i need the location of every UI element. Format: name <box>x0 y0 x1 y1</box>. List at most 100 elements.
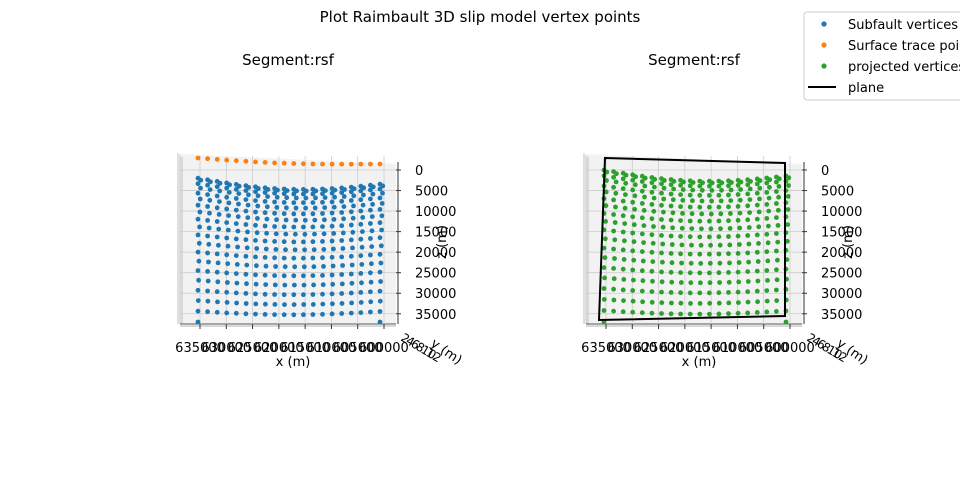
projected-vertex-point <box>726 183 731 189</box>
z-tick-label: 5000 <box>415 185 448 200</box>
projected-vertex-point <box>687 251 693 257</box>
projected-vertex-point <box>754 288 760 294</box>
subfault-vertex-point <box>244 262 250 268</box>
projected-vertex-point <box>747 186 753 192</box>
projected-vertex-point <box>736 260 742 265</box>
projected-vertex-point <box>621 257 627 262</box>
subfault-vertex-point <box>377 298 383 304</box>
subfault-vertex-point <box>320 255 325 261</box>
subfault-vertex-point <box>262 190 268 196</box>
subfault-vertex-point <box>205 298 211 304</box>
subfault-vertex-point <box>205 269 211 274</box>
subfault-vertex-point <box>329 238 335 244</box>
projected-vertex-point <box>726 192 731 198</box>
subfault-vertex-point <box>340 263 345 268</box>
subfault-vertex-point <box>272 239 277 244</box>
subfault-vertex-point <box>207 197 213 203</box>
projected-vertex-point <box>745 299 751 305</box>
subfault-vertex-point <box>243 253 249 259</box>
subfault-vertex-point <box>216 212 222 217</box>
projected-vertex-point <box>774 179 779 185</box>
subfault-vertex-point <box>350 215 356 221</box>
surface-trace-point <box>272 160 277 166</box>
subfault-vertex-point <box>359 244 365 250</box>
subfault-vertex-point <box>253 198 258 204</box>
subfault-vertex-point <box>303 188 309 194</box>
subfault-vertex-point <box>281 312 287 318</box>
projected-vertex-point <box>754 202 760 208</box>
projected-vertex-point <box>707 260 713 266</box>
subfault-vertex-point <box>302 247 307 253</box>
projected-vertex-point <box>641 223 647 229</box>
projected-vertex-point <box>756 224 762 230</box>
projected-vertex-point <box>735 289 741 295</box>
subfault-vertex-point <box>351 203 356 209</box>
subfault-vertex-point <box>331 204 337 210</box>
subfault-vertex-point <box>227 182 233 188</box>
figure-title: Plot Raimbault 3D slip model vertex poin… <box>320 8 641 26</box>
subfault-vertex-point <box>233 236 239 242</box>
subfault-vertex-point <box>291 191 297 197</box>
subfault-vertex-point <box>262 238 268 244</box>
projected-vertex-point <box>690 198 695 204</box>
subfault-vertex-point <box>310 211 316 217</box>
subfault-vertex-point <box>368 299 374 305</box>
subfault-vertex-point <box>195 268 201 273</box>
projected-vertex-point <box>630 230 636 236</box>
subfault-vertex-point <box>380 190 385 196</box>
projected-vertex-point <box>614 171 619 177</box>
subfault-vertex-point <box>255 203 261 209</box>
projected-vertex-point <box>639 188 645 194</box>
surface-trace-point <box>243 158 249 164</box>
projected-vertex-point <box>649 268 655 274</box>
projected-vertex-point <box>747 210 752 216</box>
projected-vertex-point <box>746 241 752 247</box>
projected-vertex-point <box>707 218 712 224</box>
subfault-vertex-point <box>214 234 220 240</box>
subfault-vertex-point <box>195 202 201 208</box>
subfault-vertex-point <box>377 195 383 201</box>
projected-vertex-point <box>630 187 636 193</box>
projected-vertex-point <box>630 298 636 304</box>
projected-vertex-point <box>622 221 628 227</box>
subfault-vertex-point <box>214 193 220 199</box>
subfault-vertex-point <box>359 280 364 286</box>
projected-vertex-point <box>611 308 616 314</box>
subfault-vertex-point <box>369 244 375 250</box>
subfault-vertex-point <box>293 205 299 211</box>
surface-trace-point <box>310 161 316 167</box>
surface-trace-point <box>224 157 230 163</box>
projected-vertex-point <box>775 207 781 213</box>
projected-vertex-point <box>620 287 626 293</box>
subfault-vertex-point <box>377 251 383 257</box>
subplot-left-zlabel: z (m) <box>435 225 450 259</box>
projected-vertex-point <box>678 270 683 275</box>
projected-vertex-point <box>738 179 744 185</box>
subfault-vertex-point <box>243 311 249 317</box>
subfault-vertex-point <box>273 247 279 252</box>
subfault-vertex-point <box>214 184 220 190</box>
subfault-vertex-point <box>214 205 220 211</box>
subfault-vertex-point <box>234 262 240 267</box>
subfault-vertex-point <box>216 226 222 232</box>
subfault-vertex-point <box>339 238 345 243</box>
subfault-vertex-point <box>253 238 258 243</box>
projected-vertex-point <box>775 257 780 263</box>
projected-vertex-point <box>668 290 674 295</box>
projected-vertex-point <box>754 216 760 222</box>
projected-vertex-point <box>707 204 712 210</box>
surface-trace-point <box>339 161 345 167</box>
subplot-left-3d-axes: Segment:rsf x (m) z (m) y (m) 6350006300… <box>175 51 464 370</box>
subfault-vertex-point <box>310 191 316 197</box>
subfault-vertex-point <box>265 194 270 200</box>
projected-vertex-point <box>775 239 781 245</box>
projected-vertex-point <box>631 239 637 245</box>
subfault-vertex-point <box>196 277 202 283</box>
subfault-vertex-point <box>254 263 259 269</box>
subfault-vertex-point <box>274 205 280 210</box>
subfault-vertex-point <box>310 200 316 206</box>
projected-vertex-point <box>679 242 685 248</box>
subfault-vertex-point <box>253 209 258 215</box>
subfault-vertex-point <box>262 199 268 204</box>
subfault-vertex-point <box>281 292 287 298</box>
